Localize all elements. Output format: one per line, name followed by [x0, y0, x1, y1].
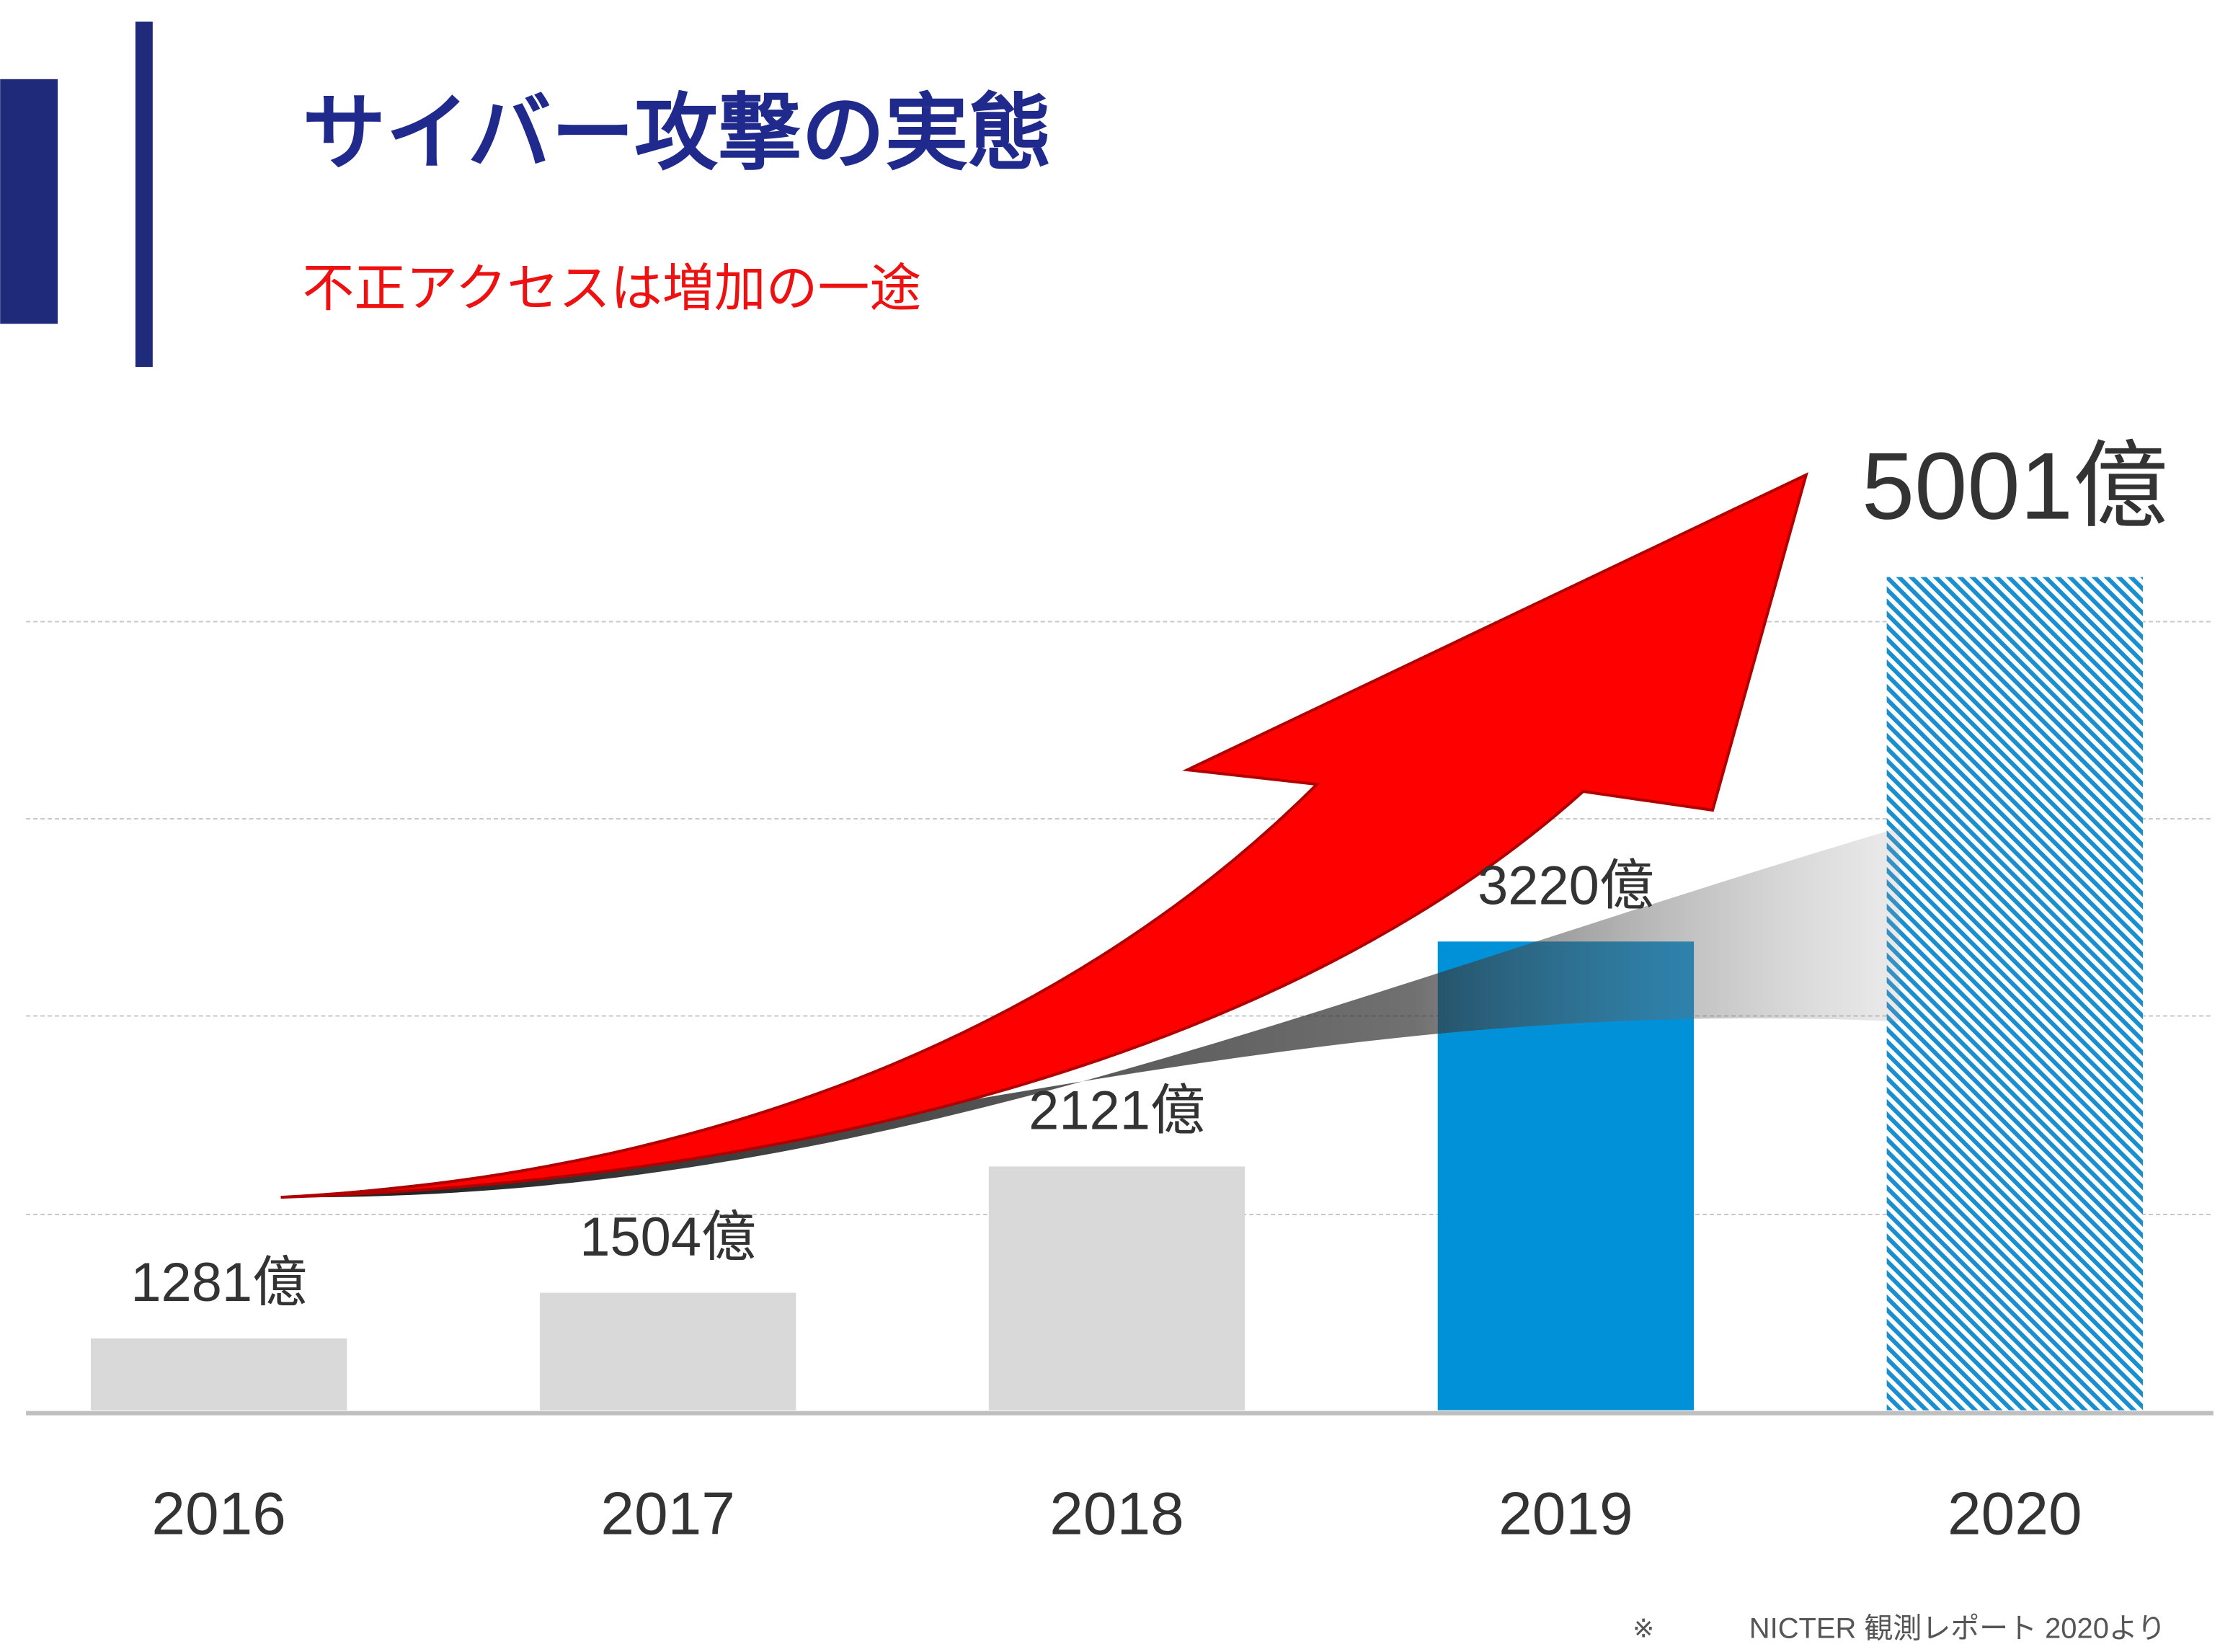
bar	[539, 1292, 796, 1411]
value-label: 3220億	[1478, 855, 1654, 916]
x-tick-label: 2020	[1948, 1479, 2082, 1547]
labels: 2016 1281億 2017 1504億 2018 2121億 2019 3220億 2020…	[130, 433, 2167, 1547]
x-tick-label: 2019	[1498, 1479, 1633, 1547]
arrow-shadow	[280, 827, 1900, 1198]
bar	[90, 1338, 347, 1411]
value-label: 5001億	[1862, 433, 2168, 539]
value-label: 1281億	[130, 1252, 307, 1313]
title-bar-line	[135, 21, 153, 368]
trend-arrow	[280, 472, 1808, 1199]
x-tick-label: 2016	[151, 1479, 286, 1547]
title-bar-block	[0, 79, 58, 324]
note-mark: ※	[1633, 1614, 1654, 1643]
value-label: 2121億	[1029, 1080, 1205, 1142]
note: NICTER 観測レポート 2020より	[1749, 1613, 2166, 1645]
value-label: 1504億	[580, 1207, 756, 1268]
bar	[1886, 577, 2144, 1411]
x-tick-label: 2017	[600, 1479, 735, 1547]
bar	[988, 1166, 1245, 1411]
x-tick-label: 2018	[1049, 1479, 1184, 1547]
chart-subtitle: 不正アクセスは増加の一途	[302, 259, 921, 317]
chart-title: サイバー攻撃の実態	[302, 86, 1052, 179]
